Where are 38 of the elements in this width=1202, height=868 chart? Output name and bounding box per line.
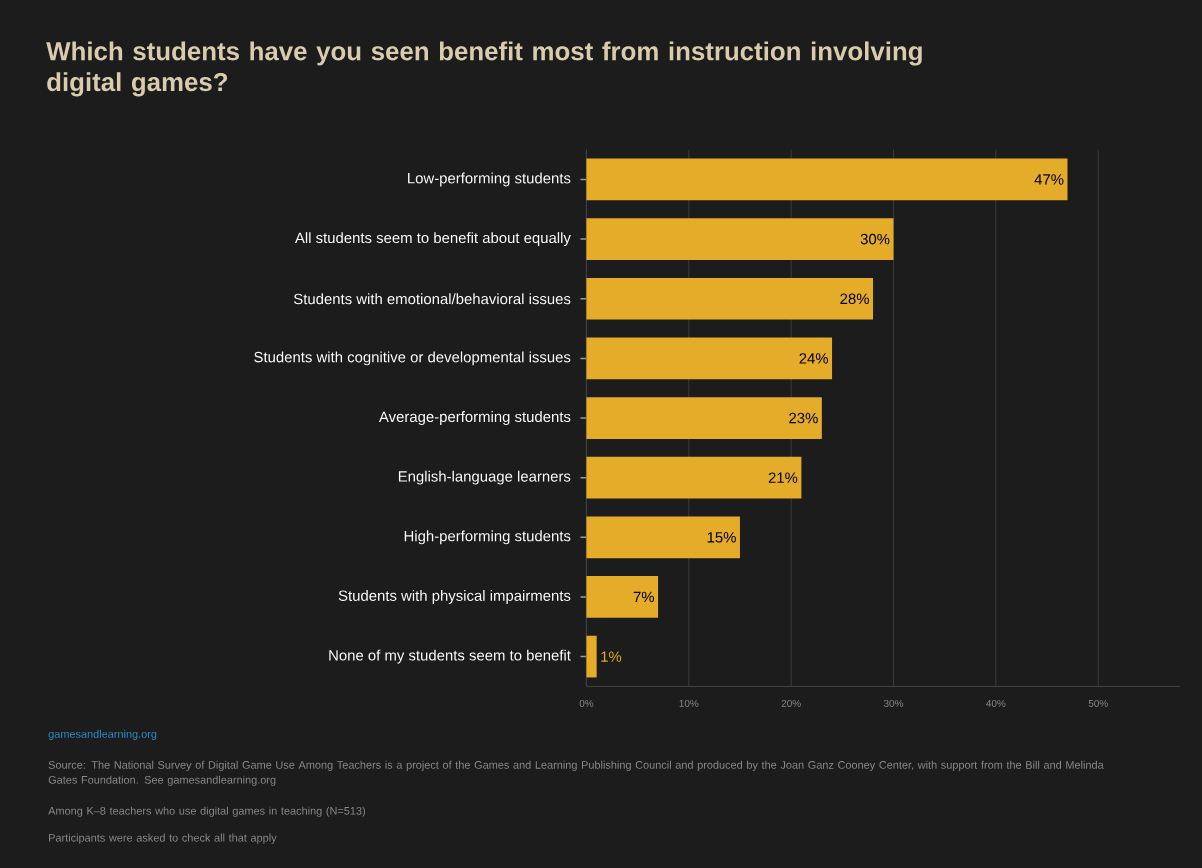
y-tick-label: Students with cognitive or developmental issues bbox=[254, 351, 571, 366]
y-tick-label: Students with physical impairments bbox=[338, 590, 571, 604]
bar bbox=[586, 277, 874, 320]
y-tick-label: Average-performing students bbox=[378, 411, 571, 425]
y-tick-label: English-language learners bbox=[398, 470, 571, 485]
x-tick-label: 10% bbox=[679, 699, 699, 707]
bar bbox=[586, 158, 1068, 201]
bar bbox=[586, 218, 894, 260]
x-tick-label: 50% bbox=[1088, 699, 1108, 707]
source-note: Source: The National Survey of Digital Game Use Among Teachers is a project of the Games and Learning Publishing Council and produced by the Joan Ganz Cooney Center, with support from the Bill and Melinda Gates Foundation. See gamesandlearning.org bbox=[48, 760, 1104, 786]
x-tick-label: 30% bbox=[883, 699, 904, 707]
data-label: 7% bbox=[633, 591, 655, 603]
data-label: 21% bbox=[768, 472, 798, 483]
x-tick-label: 20% bbox=[781, 699, 801, 707]
x-tick-label: 0% bbox=[579, 699, 594, 707]
text: gamesandlearning.org bbox=[48, 729, 157, 741]
bar bbox=[586, 456, 802, 499]
y-tick-label: Low-performing students bbox=[408, 172, 571, 187]
y-tick-label: None of my students seem to benefit bbox=[329, 649, 571, 664]
text: Among K–8 teachers who use digital games in teaching (N=513) bbox=[48, 806, 365, 817]
bar bbox=[586, 397, 822, 439]
text: Participants were asked to check all that apply bbox=[49, 833, 277, 844]
x-tick-label: 40% bbox=[986, 699, 1006, 707]
data-label: 24% bbox=[799, 353, 829, 364]
y-tick-label: High-performing students bbox=[404, 530, 571, 545]
data-label: 1% bbox=[601, 651, 622, 662]
chart-title: Which students have you seen benefit most from instruction involving digital games? bbox=[46, 41, 922, 97]
y-tick-label: All students seem to benefit about equally bbox=[294, 232, 571, 247]
data-label: 23% bbox=[789, 412, 818, 424]
data-label: 47% bbox=[1034, 174, 1064, 185]
bar bbox=[586, 635, 597, 678]
bar bbox=[586, 576, 659, 618]
y-tick-label: Students with emotional/behavioral issues bbox=[293, 293, 571, 305]
bar bbox=[586, 337, 833, 380]
data-label: 30% bbox=[860, 233, 890, 245]
bar bbox=[586, 516, 740, 559]
data-label: 15% bbox=[707, 532, 736, 543]
data-label: 28% bbox=[840, 293, 869, 305]
